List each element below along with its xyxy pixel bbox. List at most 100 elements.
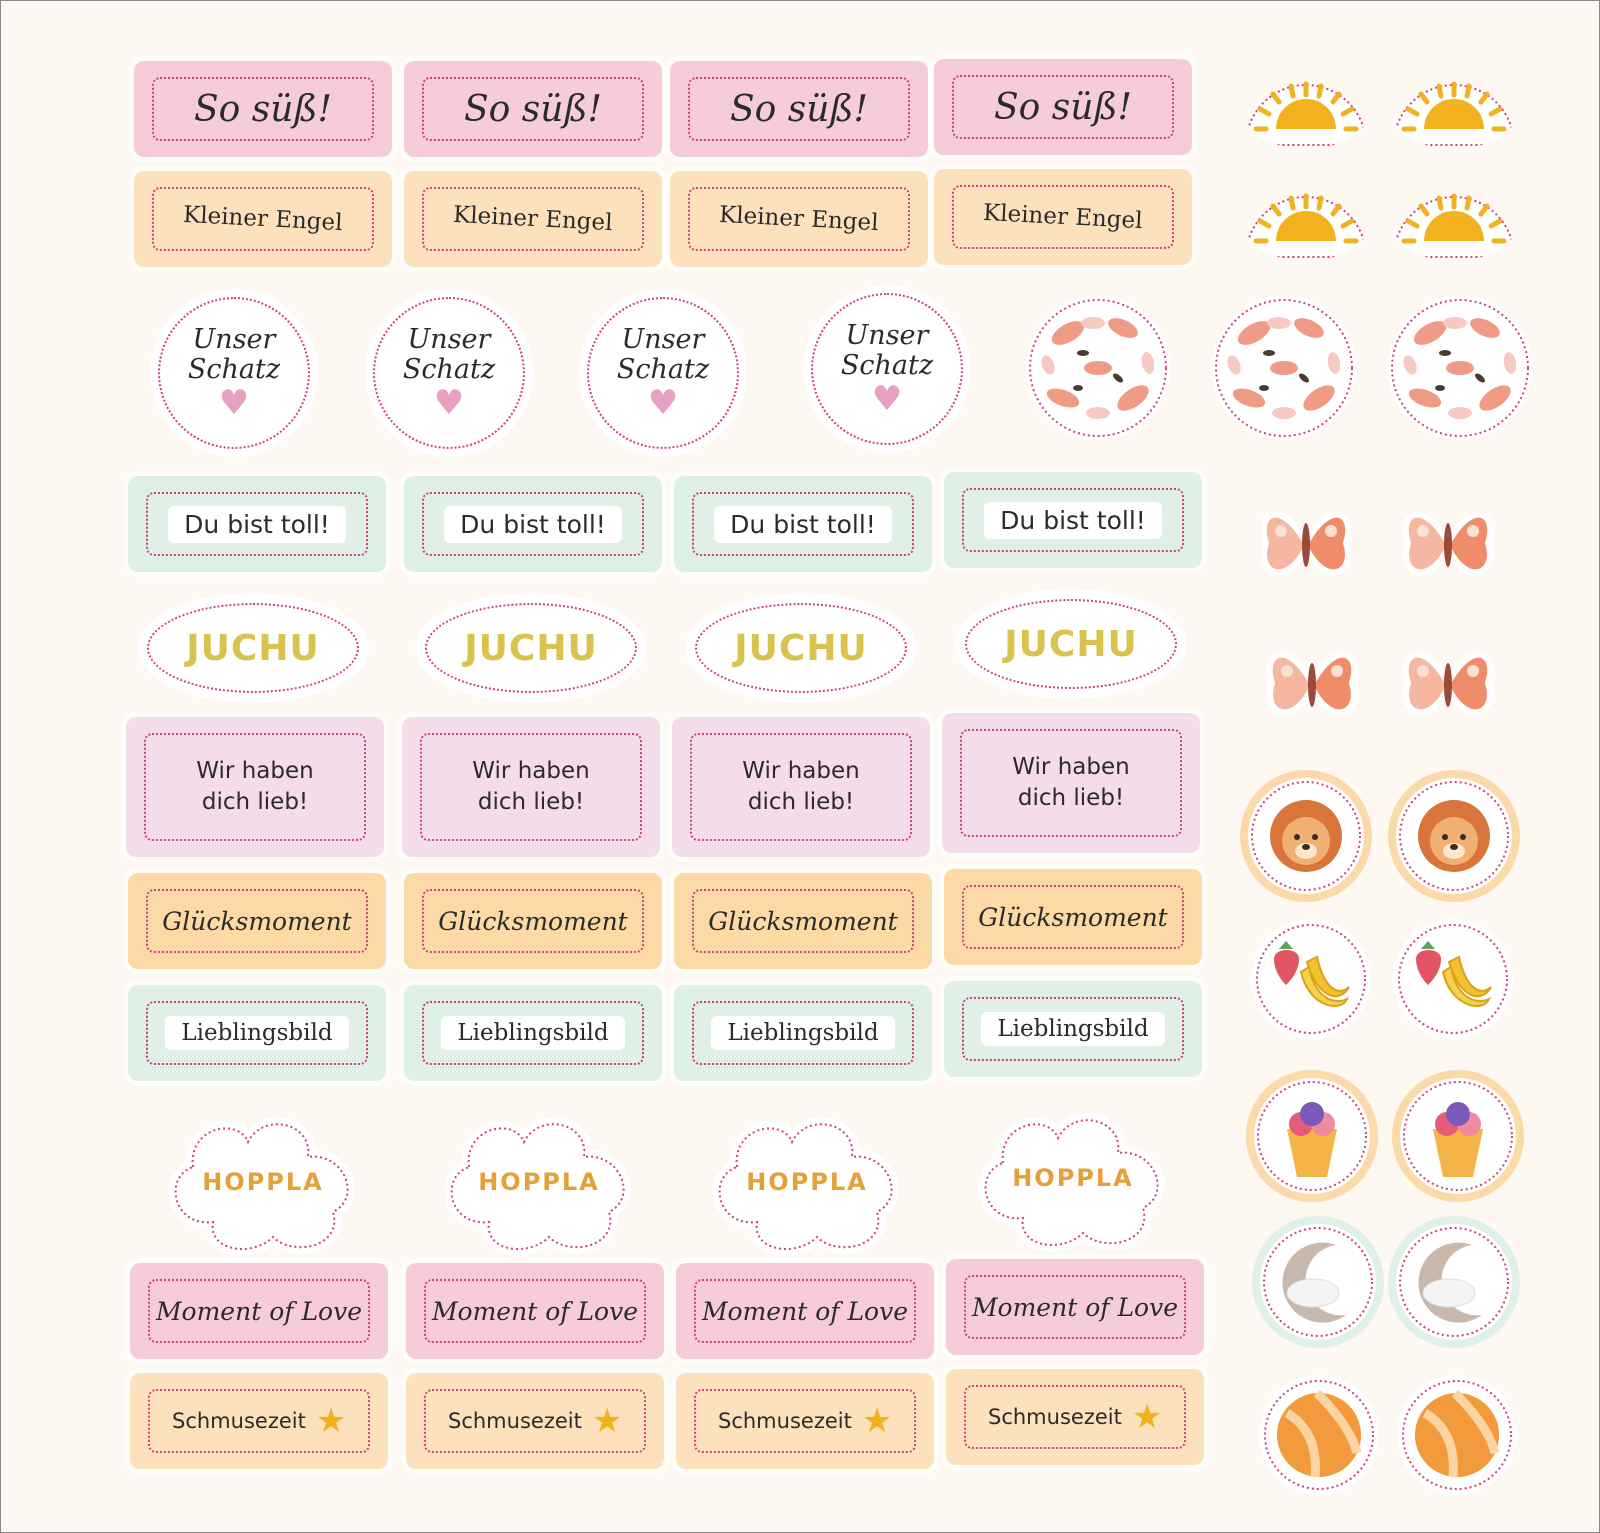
sticker-lieblingsbild: Lieblingsbild	[128, 985, 386, 1081]
sticker-unser-schatz: Unser Schatz ♥	[158, 297, 310, 449]
sticker-text: Wir haben	[1012, 754, 1130, 780]
sun-icon	[1244, 193, 1368, 258]
sticker-text: Lieblingsbild	[981, 1012, 1165, 1046]
floral-pattern-icon	[1388, 296, 1532, 440]
sticker-text: Schmusezeit	[718, 1409, 852, 1433]
sticker-unser-schatz: Unser Schatz ♥	[373, 297, 525, 449]
sticker-juchu: JUCHU	[691, 599, 911, 697]
sticker-text: Schatz	[616, 354, 710, 385]
sticker-border: So süß!	[422, 77, 644, 141]
sticker-hoppla: HOPPLA	[963, 1103, 1183, 1253]
floral-pattern-icon	[1212, 296, 1356, 440]
sticker-text: Du bist toll!	[714, 505, 892, 543]
sticker-text: Kleiner Engel	[982, 199, 1144, 235]
sticker-wir-haben-dich-lieb: Wir haben dich lieb!	[126, 717, 384, 857]
sticker-border: Du bist toll!	[962, 488, 1184, 552]
sticker-border: JUCHU	[965, 599, 1177, 689]
sticker-border: JUCHU	[695, 603, 907, 693]
sticker-text: Unser	[192, 324, 276, 355]
sticker-border: Glücksmoment	[146, 889, 368, 953]
sun-icon	[1244, 81, 1368, 146]
sticker-text: Kleiner Engel	[452, 201, 614, 237]
sticker-border: Kleiner Engel	[422, 187, 644, 251]
sticker-text: Moment of Love	[431, 1296, 639, 1326]
sticker-text: So süß!	[730, 88, 868, 130]
sticker-wir-haben-dich-lieb: Wir haben dich lieb!	[942, 713, 1200, 853]
cloud-shape-icon	[168, 1117, 355, 1256]
sticker-du-bist-toll: Du bist toll!	[944, 472, 1202, 568]
sticker-text: So süß!	[464, 88, 602, 130]
butterfly-icon	[1260, 511, 1352, 576]
strawberry-banana-icon	[1251, 919, 1371, 1039]
ice-cream-icon	[1392, 1070, 1524, 1202]
sticker-lieblingsbild: Lieblingsbild	[944, 981, 1202, 1077]
sticker-moment-of-love: Moment of Love	[130, 1263, 388, 1359]
sticker-text: Kleiner Engel	[718, 201, 880, 237]
sticker-text: JUCHU	[734, 627, 868, 669]
sticker-border: Glücksmoment	[692, 889, 914, 953]
heart-icon: ♥	[218, 383, 250, 423]
sticker-text: Lieblingsbild	[441, 1016, 625, 1050]
sticker-border: So süß!	[952, 75, 1174, 139]
strawberry-banana-icon	[1393, 919, 1513, 1039]
sticker-border: Moment of Love	[694, 1279, 916, 1343]
sticker-text: dich lieb!	[201, 789, 309, 815]
ball-icon	[1259, 1375, 1379, 1495]
sticker-border: Schmusezeit ★	[424, 1389, 646, 1453]
sun-icon	[1392, 81, 1516, 146]
sticker-text: Du bist toll!	[444, 505, 622, 543]
sticker-du-bist-toll: Du bist toll!	[404, 476, 662, 572]
sticker-so-suess: So süß!	[134, 61, 392, 157]
sticker-border: Lieblingsbild	[692, 1001, 914, 1065]
sticker-unser-schatz: Unser Schatz ♥	[587, 297, 739, 449]
sticker-border: JUCHU	[425, 603, 637, 693]
sticker-kleiner-engel: Kleiner Engel	[404, 171, 662, 267]
sticker-text: Lieblingsbild	[165, 1016, 349, 1050]
cloud-shape-icon	[444, 1117, 631, 1256]
sticker-border: Schmusezeit ★	[148, 1389, 370, 1453]
butterfly-icon	[1402, 511, 1494, 576]
sticker-border: Schmusezeit ★	[964, 1385, 1186, 1449]
sticker-border: Du bist toll!	[692, 492, 914, 556]
moon-cloud-icon	[1388, 1216, 1520, 1348]
ice-cream-icon	[1246, 1070, 1378, 1202]
sticker-text: Schmusezeit	[988, 1405, 1122, 1429]
sticker-text: Schatz	[840, 350, 934, 381]
sticker-text: HOPPLA	[746, 1168, 868, 1196]
sticker-hoppla: HOPPLA	[153, 1107, 373, 1257]
heart-icon: ♥	[433, 383, 465, 423]
sticker-text: Wir haben	[472, 758, 590, 784]
sticker-text: Du bist toll!	[168, 505, 346, 543]
sticker-schmusezeit: Schmusezeit ★	[676, 1373, 934, 1469]
sticker-text: Schmusezeit	[172, 1409, 306, 1433]
sticker-border: Kleiner Engel	[952, 185, 1174, 249]
sticker-gluecksmoment: Glücksmoment	[404, 873, 662, 969]
sticker-text: HOPPLA	[1012, 1164, 1134, 1192]
cloud-shape-icon	[712, 1117, 899, 1256]
sticker-text: Kleiner Engel	[182, 201, 344, 237]
sticker-text: Moment of Love	[155, 1296, 363, 1326]
sticker-juchu: JUCHU	[143, 599, 363, 697]
sticker-text: dich lieb!	[477, 789, 585, 815]
sticker-text: Moment of Love	[701, 1296, 909, 1326]
butterfly-icon	[1266, 651, 1358, 716]
sticker-schmusezeit: Schmusezeit ★	[130, 1373, 388, 1469]
sticker-lieblingsbild: Lieblingsbild	[404, 985, 662, 1081]
sticker-text: Glücksmoment	[438, 906, 628, 936]
sticker-kleiner-engel: Kleiner Engel	[670, 171, 928, 267]
star-icon: ★	[315, 1401, 347, 1441]
sticker-border: JUCHU	[147, 603, 359, 693]
sticker-so-suess: So süß!	[404, 61, 662, 157]
sticker-border: Wir haben dich lieb!	[144, 733, 366, 841]
sticker-wir-haben-dich-lieb: Wir haben dich lieb!	[672, 717, 930, 857]
sticker-text: Unser	[621, 324, 705, 355]
sticker-schmusezeit: Schmusezeit ★	[406, 1373, 664, 1469]
cloud-shape-icon	[978, 1113, 1165, 1252]
sticker-juchu: JUCHU	[421, 599, 641, 697]
sticker-border: Kleiner Engel	[152, 187, 374, 251]
sticker-border: Lieblingsbild	[962, 997, 1184, 1061]
sticker-border: Moment of Love	[964, 1275, 1186, 1339]
sticker-border: Du bist toll!	[146, 492, 368, 556]
sun-icon	[1392, 193, 1516, 258]
